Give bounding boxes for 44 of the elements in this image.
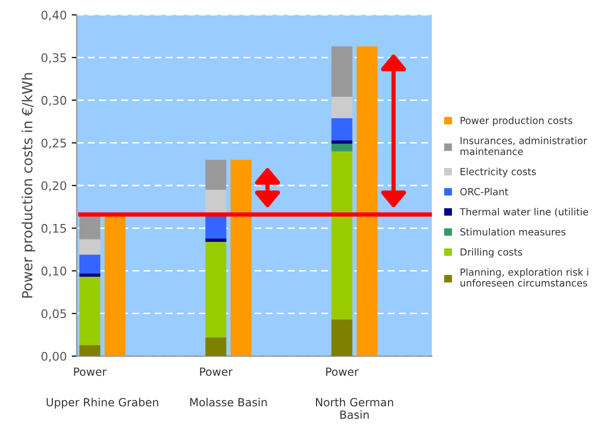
legend-label: ORC-Plant	[460, 188, 508, 196]
y-axis-title: Power production costs in €/kWh	[22, 73, 36, 298]
bar	[230, 160, 252, 356]
bar	[356, 46, 378, 356]
x-tick-label: Power	[74, 368, 107, 376]
text: Molasse Basin	[190, 398, 267, 406]
bar	[79, 345, 100, 356]
bar	[205, 337, 226, 356]
legend-label: Power production costs	[460, 116, 572, 126]
legend-label: Planning, exploration risk i unforeseen circumstances	[460, 268, 588, 287]
bar	[331, 151, 352, 320]
bar	[331, 96, 352, 118]
y-tick-label: 0,05	[41, 309, 66, 320]
bar	[205, 238, 226, 242]
bar	[79, 273, 100, 277]
y-tick-label: 0,35	[41, 53, 66, 64]
legend-label: Stimulation measures	[460, 228, 566, 236]
bar	[205, 215, 226, 238]
bar	[79, 254, 100, 274]
y-tick-label: 0,30	[41, 96, 66, 106]
legend-label: Thermal water line (utilitie	[460, 208, 588, 217]
bar	[104, 216, 126, 356]
bar	[331, 46, 352, 97]
bar	[79, 276, 100, 346]
y-tick-label: 0,40	[41, 10, 66, 21]
bar	[79, 239, 100, 255]
legend-label: Electricity costs	[460, 168, 536, 178]
text: Upper Rhine Graben	[46, 398, 158, 409]
x-tick-label: Power	[200, 368, 233, 376]
y-tick-label: 0,25	[41, 138, 66, 149]
bar	[205, 160, 226, 190]
bar	[331, 144, 352, 152]
text: North German Basin	[316, 398, 394, 419]
y-tick-label: 0,15	[41, 224, 66, 234]
bar	[79, 216, 100, 240]
y-tick-label: 0,20	[41, 181, 66, 192]
legend-label: Insurances, administratior maintenance	[460, 136, 588, 156]
y-tick-label: 0,00	[41, 352, 66, 362]
legend-label: Drilling costs	[460, 248, 522, 258]
bar	[205, 242, 226, 338]
bar	[331, 319, 352, 356]
x-tick-label: Power	[326, 368, 359, 376]
y-tick-label: 0,10	[41, 266, 66, 277]
bar	[331, 118, 352, 140]
